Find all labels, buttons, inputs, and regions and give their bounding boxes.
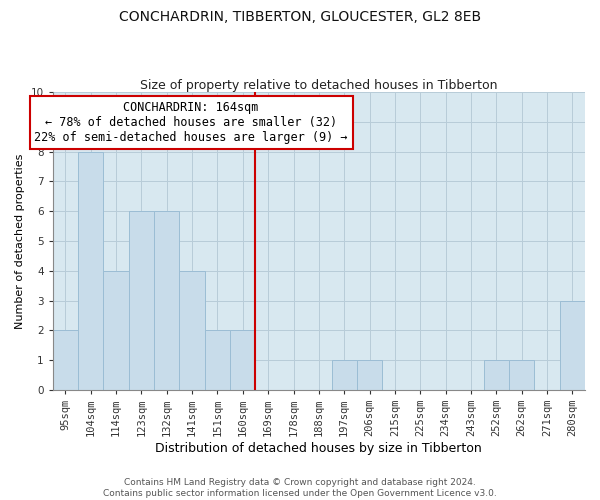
Text: Contains HM Land Registry data © Crown copyright and database right 2024.
Contai: Contains HM Land Registry data © Crown c… <box>103 478 497 498</box>
Bar <box>78 152 103 390</box>
Bar <box>129 211 154 390</box>
Bar <box>53 330 78 390</box>
Bar <box>230 330 256 390</box>
Bar <box>179 270 205 390</box>
Y-axis label: Number of detached properties: Number of detached properties <box>15 154 25 328</box>
Bar <box>154 211 179 390</box>
Bar <box>332 360 357 390</box>
Bar <box>357 360 382 390</box>
Bar <box>103 270 129 390</box>
Bar <box>484 360 509 390</box>
Bar <box>509 360 535 390</box>
X-axis label: Distribution of detached houses by size in Tibberton: Distribution of detached houses by size … <box>155 442 482 455</box>
Text: CONCHARDRIN, TIBBERTON, GLOUCESTER, GL2 8EB: CONCHARDRIN, TIBBERTON, GLOUCESTER, GL2 … <box>119 10 481 24</box>
Bar <box>205 330 230 390</box>
Text: CONCHARDRIN: 164sqm
← 78% of detached houses are smaller (32)
22% of semi-detach: CONCHARDRIN: 164sqm ← 78% of detached ho… <box>34 101 348 144</box>
Title: Size of property relative to detached houses in Tibberton: Size of property relative to detached ho… <box>140 79 497 92</box>
Bar <box>560 300 585 390</box>
